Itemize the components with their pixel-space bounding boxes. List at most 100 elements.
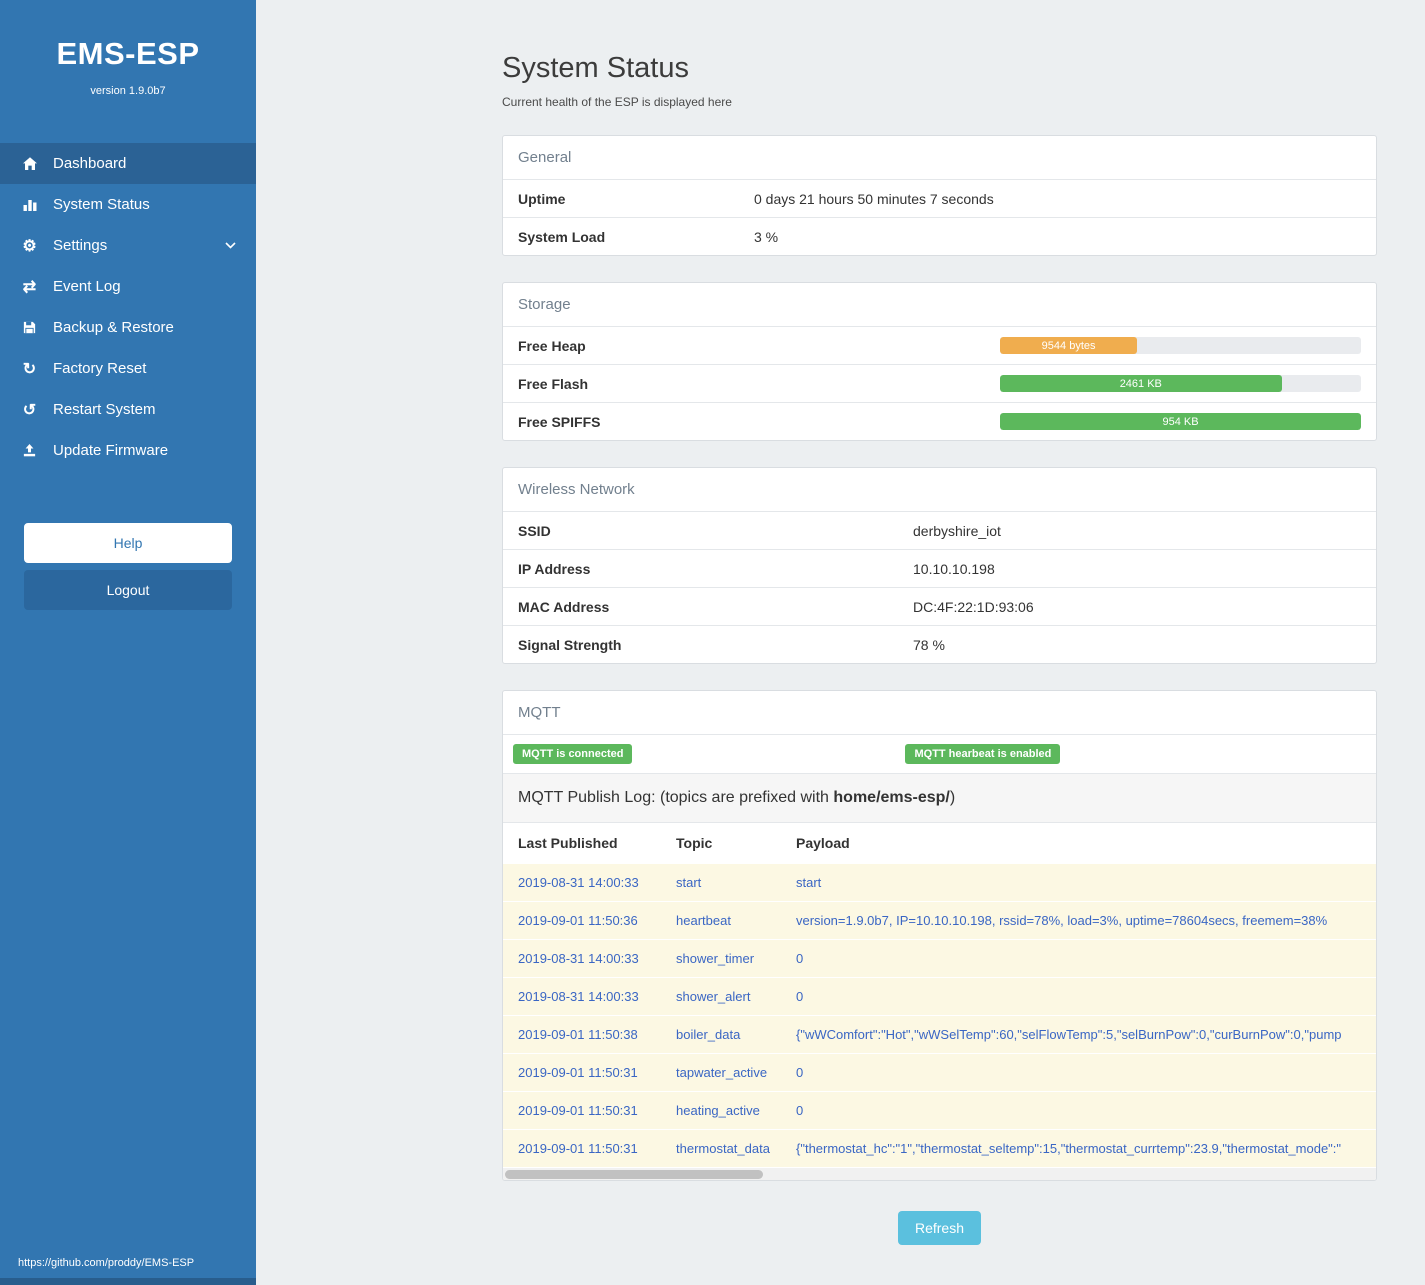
table-row: 2019-09-01 11:50:38 boiler_data {"wWComf… [503,1015,1376,1053]
sidebar-item-settings[interactable]: ⚙ Settings [0,225,256,266]
ssid-label: SSID [518,522,551,539]
mqtt-panel-header: MQTT [518,704,561,721]
log-date: 2019-08-31 14:00:33 [518,951,639,966]
log-date: 2019-09-01 11:50:38 [518,1027,638,1042]
sidebar-item-label: System Status [53,196,150,213]
sidebar-item-label: Update Firmware [53,442,169,459]
app-version: version 1.9.0b7 [90,85,166,97]
table-row: 2019-09-01 11:50:31 tapwater_active 0 [503,1053,1376,1091]
free-heap-label: Free Heap [518,337,586,354]
free-flash-row: Free Flash 2461 KB [503,364,1376,402]
log-date: 2019-09-01 11:50:31 [518,1141,638,1156]
free-flash-progressbar: 2461 KB [1000,375,1361,392]
mqtt-log-title-suffix: ) [949,789,956,806]
log-payload: {"thermostat_hc":"1","thermostat_seltemp… [796,1141,1342,1156]
sidebar-nav: Dashboard System Status ⚙ Settings ⇄ Eve… [0,143,256,471]
log-topic: heartbeat [676,913,731,928]
upload-icon [20,443,39,458]
save-floppy-icon [20,320,39,335]
page-subtitle: Current health of the ESP is displayed h… [502,95,732,109]
free-flash-progress-fill: 2461 KB [1000,375,1282,392]
log-payload: start [796,875,822,890]
free-heap-value: 9544 bytes [1041,339,1096,352]
exchange-arrows-icon: ⇄ [22,278,37,296]
mqtt-badges-row: MQTT is connected MQTT hearbeat is enabl… [503,734,1376,773]
system-load-value: 3 % [754,228,779,245]
mqtt-connected-badge: MQTT is connected [513,744,633,764]
sidebar-item-backup-restore[interactable]: Backup & Restore [0,307,256,348]
general-panel-header: General [518,149,572,166]
sidebar-item-event-log[interactable]: ⇄ Event Log [0,266,256,307]
log-date: 2019-08-31 14:00:33 [518,875,639,890]
signal-strength-value: 78 % [913,636,945,653]
free-spiffs-progressbar: 954 KB [1000,413,1361,430]
sidebar-footer: https://github.com/proddy/EMS-ESP [0,1257,256,1285]
gear-icon: ⚙ [22,237,37,255]
app-title: EMS-ESP [56,36,200,71]
main-content: System Status Current health of the ESP … [256,0,1425,1285]
free-spiffs-progress-fill: 954 KB [1000,413,1361,430]
table-row: 2019-08-31 14:00:33 shower_alert 0 [503,977,1376,1015]
storage-panel-header: Storage [518,296,571,313]
sidebar: EMS-ESP version 1.9.0b7 Dashboard System… [0,0,256,1285]
log-topic: tapwater_active [676,1065,768,1080]
log-topic: start [676,875,702,890]
mqtt-log-title-prefix: MQTT Publish Log: (topics are prefixed w… [518,789,834,806]
log-topic: heating_active [676,1103,760,1118]
log-payload: version=1.9.0b7, IP=10.10.10.198, rssid=… [796,913,1328,928]
ip-address-row: IP Address 10.10.10.198 [503,549,1376,587]
mqtt-panel: MQTT MQTT is connected MQTT hearbeat is … [502,690,1377,1181]
ip-address-value: 10.10.10.198 [913,560,995,577]
sidebar-item-label: Event Log [53,278,121,295]
free-spiffs-row: Free SPIFFS 954 KB [503,402,1376,440]
chevron-down-icon [225,242,236,249]
log-payload: 0 [796,989,804,1004]
github-link[interactable]: https://github.com/proddy/EMS-ESP [18,1257,195,1269]
sidebar-item-label: Restart System [53,401,156,418]
table-row: 2019-08-31 14:00:33 shower_timer 0 [503,939,1376,977]
table-row: 2019-09-01 11:50:31 heating_active 0 [503,1091,1376,1129]
horizontal-scrollbar[interactable] [503,1167,1376,1180]
system-load-row: System Load 3 % [503,217,1376,255]
mac-address-value: DC:4F:22:1D:93:06 [913,598,1034,615]
wireless-panel: Wireless Network SSID derbyshire_iot IP … [502,467,1377,664]
sidebar-item-label: Backup & Restore [53,319,174,336]
logout-button[interactable]: Logout [24,570,232,610]
bar-chart-icon [20,197,39,213]
sidebar-item-update-firmware[interactable]: Update Firmware [0,430,256,471]
column-header-payload: Payload [796,835,850,851]
log-date: 2019-08-31 14:00:33 [518,989,639,1004]
uptime-label: Uptime [518,190,566,207]
home-icon [20,156,39,172]
refresh-button[interactable]: Refresh [897,1211,982,1245]
log-topic: thermostat_data [676,1141,770,1156]
free-spiffs-value: 954 KB [1162,415,1199,428]
sidebar-item-dashboard[interactable]: Dashboard [0,143,256,184]
ssid-value: derbyshire_iot [913,522,1001,539]
sidebar-item-factory-reset[interactable]: ↻ Factory Reset [0,348,256,389]
brand: EMS-ESP version 1.9.0b7 [0,0,256,97]
log-payload: {"wWComfort":"Hot","wWSelTemp":60,"selFl… [796,1027,1342,1042]
ssid-row: SSID derbyshire_iot [503,511,1376,549]
log-topic: shower_timer [676,951,755,966]
sidebar-item-system-status[interactable]: System Status [0,184,256,225]
mac-address-row: MAC Address DC:4F:22:1D:93:06 [503,587,1376,625]
mac-address-label: MAC Address [518,598,610,615]
mqtt-heartbeat-badge: MQTT hearbeat is enabled [905,744,1061,764]
uptime-row: Uptime 0 days 21 hours 50 minutes 7 seco… [503,179,1376,217]
free-heap-row: Free Heap 9544 bytes [503,326,1376,364]
help-button[interactable]: Help [24,523,232,563]
sidebar-item-restart-system[interactable]: ↺ Restart System [0,389,256,430]
free-heap-progress-fill: 9544 bytes [1000,337,1138,354]
ip-address-label: IP Address [518,560,591,577]
horizontal-scrollbar-thumb[interactable] [505,1170,763,1179]
log-date: 2019-09-01 11:50:31 [518,1065,638,1080]
signal-strength-row: Signal Strength 78 % [503,625,1376,663]
redo-circle-icon: ↻ [22,360,37,378]
page-title: System Status [502,52,689,84]
system-load-label: System Load [518,228,606,245]
free-flash-label: Free Flash [518,375,589,392]
general-panel: General Uptime 0 days 21 hours 50 minute… [502,135,1377,256]
log-topic: boiler_data [676,1027,741,1042]
